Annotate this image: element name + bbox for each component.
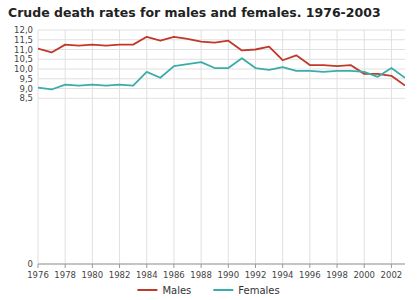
grid-line — [282, 30, 283, 264]
x-tick-label: 1994 — [272, 270, 294, 280]
x-tick — [38, 264, 39, 268]
grid-line — [391, 30, 392, 264]
grid-line — [201, 30, 202, 264]
grid-line — [38, 88, 405, 89]
x-tick — [65, 264, 66, 268]
x-tick — [364, 264, 365, 268]
x-tick-label: 1978 — [54, 270, 76, 280]
grid-line — [38, 78, 405, 79]
x-tick-label: 1990 — [217, 270, 239, 280]
x-tick-label: 1980 — [82, 270, 104, 280]
x-tick-label: 2002 — [381, 270, 403, 280]
y-tick-label: 11,0 — [14, 45, 33, 55]
x-tick — [201, 264, 202, 268]
x-tick — [146, 264, 147, 268]
legend-swatch — [137, 289, 157, 291]
grid-line — [228, 30, 229, 264]
y-tick-label: 10,0 — [14, 64, 33, 74]
x-tick-label: 1988 — [190, 270, 212, 280]
grid-line — [255, 30, 256, 264]
y-tick-label: 8,5 — [19, 93, 33, 103]
x-tick — [337, 264, 338, 268]
grid-line — [38, 98, 405, 99]
legend-label: Females — [238, 285, 279, 296]
legend-swatch — [213, 289, 233, 291]
x-tick-label: 1996 — [299, 270, 321, 280]
grid-line — [173, 30, 174, 264]
x-tick-label: 2000 — [353, 270, 375, 280]
x-tick — [391, 264, 392, 268]
grid-line — [65, 30, 66, 264]
x-axis-line — [38, 264, 405, 265]
grid-line — [337, 30, 338, 264]
x-tick-label: 1986 — [163, 270, 185, 280]
title: Crude death rates for males and females.… — [8, 5, 381, 20]
plot-area — [38, 37, 405, 90]
x-tick-label: 1992 — [245, 270, 267, 280]
x-tick-label: 1976 — [27, 270, 49, 280]
legend-item: Females — [213, 285, 279, 296]
legend-label: Males — [162, 285, 191, 296]
grid-line — [119, 30, 120, 264]
x-tick-label: 1982 — [109, 270, 131, 280]
x-tick — [173, 264, 174, 268]
x-tick — [92, 264, 93, 268]
y-tick-label: 9,0 — [19, 84, 33, 94]
grid-line — [146, 30, 147, 264]
y-tick-label: 9,5 — [19, 74, 33, 84]
grid-line — [38, 59, 405, 60]
grid-line — [92, 30, 93, 264]
y-tick-label: 12,0 — [14, 25, 33, 35]
x-tick — [282, 264, 283, 268]
y-tick-label: 10,5 — [14, 54, 33, 64]
grid-line — [38, 264, 405, 265]
x-tick-label: 1984 — [136, 270, 158, 280]
grid-line — [38, 30, 39, 264]
y-tick-label: 0 — [28, 259, 33, 269]
x-tick — [309, 264, 310, 268]
x-tick — [255, 264, 256, 268]
x-tick-label: 1998 — [326, 270, 348, 280]
grid-line — [38, 39, 405, 40]
grid — [38, 30, 405, 264]
legend: Males Females — [137, 285, 279, 296]
legend-item: Males — [137, 285, 191, 296]
chart: Crude death rates for males and females.… — [0, 0, 417, 300]
y-tick-label: 11,5 — [14, 35, 33, 45]
x-tick — [228, 264, 229, 268]
series-line — [38, 37, 405, 86]
grid-line — [364, 30, 365, 264]
grid-line — [38, 49, 405, 50]
x-tick — [119, 264, 120, 268]
axes: 0 8,59,09,510,010,511,011,512,0 1976 1978 19… — [14, 25, 405, 280]
series-line — [38, 58, 405, 89]
grid-line — [38, 30, 405, 31]
